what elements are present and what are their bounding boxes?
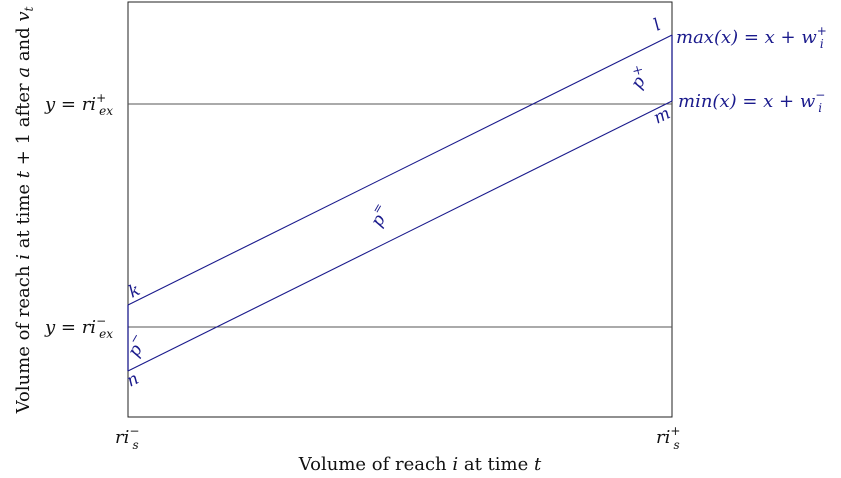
point-l-label: l bbox=[650, 15, 664, 35]
min-line bbox=[127, 100, 673, 372]
point-m-label: m bbox=[650, 103, 673, 128]
x-axis-label: Volume of reach i at time t bbox=[298, 454, 542, 475]
region-p-minus-label: p− bbox=[121, 330, 152, 360]
point-n-label: n bbox=[123, 369, 142, 392]
lower-threshold-label: y = ri− ex bbox=[44, 314, 113, 341]
max-line bbox=[127, 34, 673, 306]
region-p-plus-label: p× bbox=[624, 62, 655, 92]
x-tick-left: ri− s bbox=[115, 424, 139, 452]
max-line-label: max(x) = x + w+ i bbox=[676, 24, 827, 51]
region-p-eq-label: p= bbox=[364, 200, 395, 230]
min-line-label: min(x) = x + w− i bbox=[678, 88, 825, 115]
upper-threshold-label: y = ri+ ex bbox=[44, 91, 113, 118]
x-tick-right: ri+ s bbox=[656, 424, 680, 452]
plot-frame bbox=[127, 1, 673, 418]
y-axis-label: Volume of reach i at time t + 1 after a … bbox=[13, 6, 36, 414]
